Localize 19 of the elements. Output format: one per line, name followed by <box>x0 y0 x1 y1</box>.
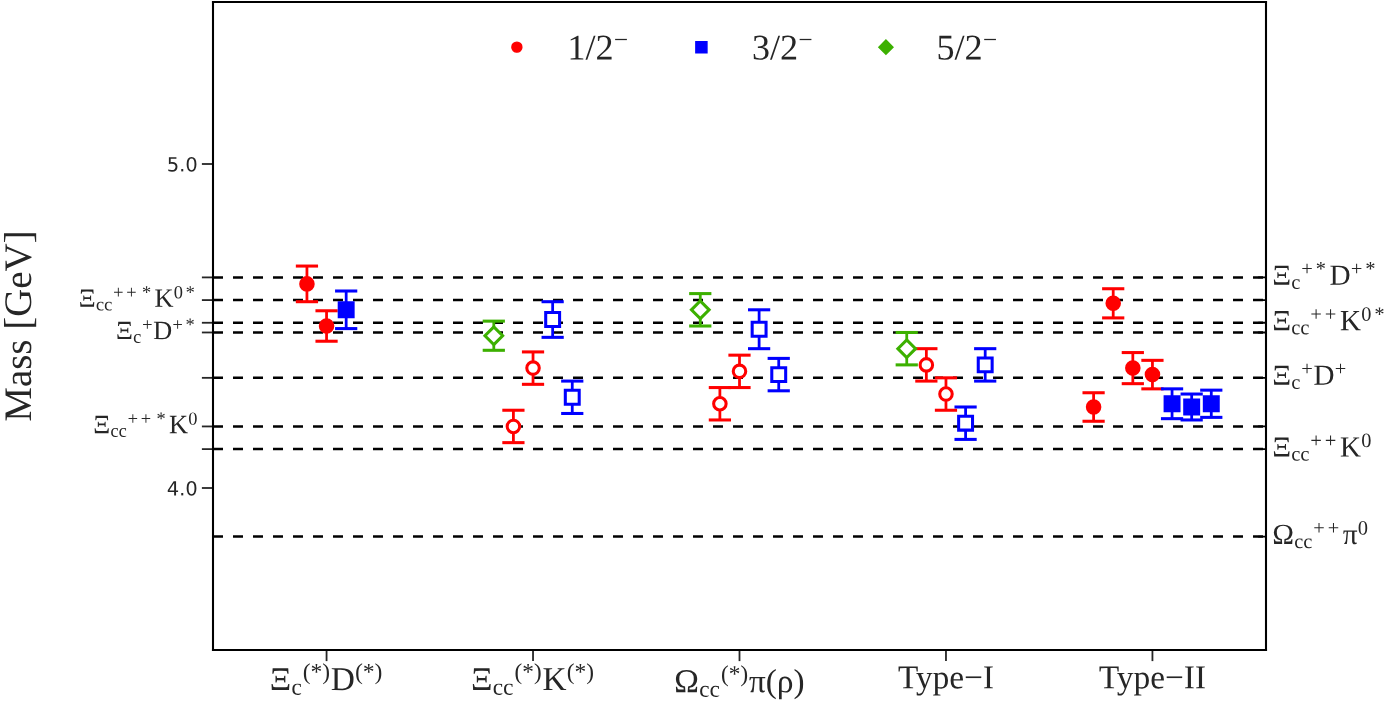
ref-line-label: Ω$_{cc}$$^{++}$π$^{0}$ <box>1273 521 1368 549</box>
text: Ξ$_{cc}$$^{++*}$K$^{0*}$ <box>80 286 194 311</box>
ref-line-label: Ξ$_{cc}$$^{++}$K$^{0}$ <box>1273 433 1371 461</box>
legend-label: 5/2$^{−}$ <box>938 35 996 60</box>
y-axis-title: Mass [GeV] <box>3 233 37 421</box>
text: Ξ$_{c}$$^{+}$D$^{+*}$ <box>117 318 194 343</box>
y-tick-label: 4.0 <box>167 480 197 496</box>
text: Ξ$_{cc}$$^{++*}$K$^{0}$ <box>94 412 197 437</box>
x-tick-label: Ξ$_{c}$$^{(*)}$D$^{(*)}$ <box>271 663 382 695</box>
ref-line-label: Ξ$_{c}$$^{+*}$D$^{+*}$ <box>1273 262 1375 289</box>
x-tick-label: Ξ$_{cc}$$^{(*)}$K$^{(*)}$ <box>472 663 593 695</box>
y-tick-label: 5.0 <box>168 156 197 172</box>
x-tick-label: Type−II <box>1099 666 1205 696</box>
x-tick-label: Ω$_{cc}$$^{(*)}$π(ρ) <box>675 665 804 700</box>
ref-line-label: Ξ$_{c}$$^{+}$D$^{+}$ <box>1273 363 1346 389</box>
legend-label: 3/2$^{−}$ <box>753 35 812 60</box>
ref-line-label: Ξ$_{cc}$$^{++}$K$^{0*}$ <box>1273 307 1384 335</box>
legend-label: 1/2$^{−}$ <box>570 35 627 60</box>
x-tick-label: Type−I <box>898 666 993 696</box>
